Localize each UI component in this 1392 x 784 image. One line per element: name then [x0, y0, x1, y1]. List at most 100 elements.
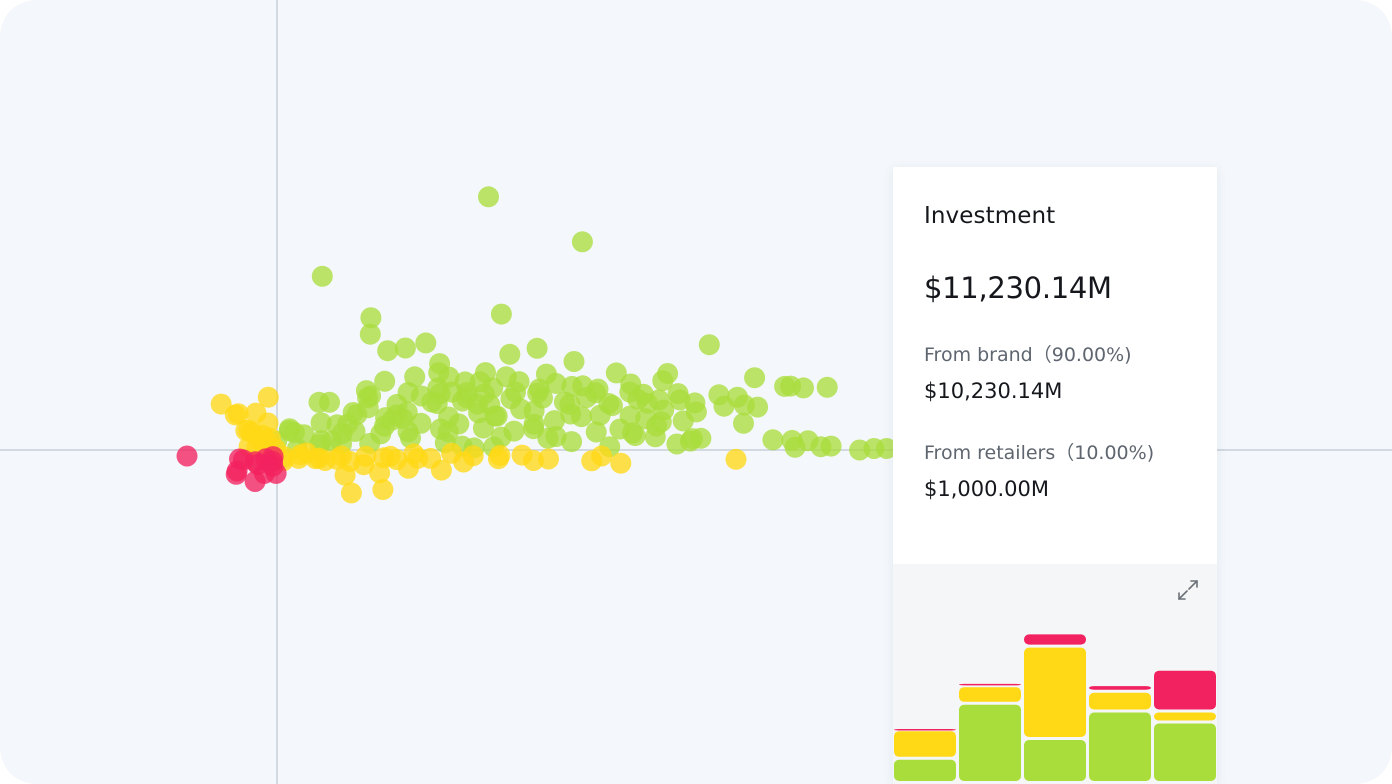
scatter-point[interactable] [619, 381, 641, 403]
scatter-point[interactable] [744, 367, 766, 389]
scatter-point[interactable] [344, 420, 366, 442]
scatter-series-2 [210, 386, 747, 504]
bar-segment-4-1 [1089, 712, 1151, 781]
scatter-point[interactable] [657, 363, 679, 384]
scatter-point[interactable] [176, 445, 198, 467]
scatter-point[interactable] [725, 448, 747, 470]
scatter-point[interactable] [346, 404, 368, 426]
scatter-point[interactable] [605, 362, 627, 384]
scatter-point[interactable] [283, 422, 305, 444]
scatter-point[interactable] [762, 429, 784, 451]
scatter-point[interactable] [437, 421, 459, 443]
scatter-point[interactable] [359, 323, 381, 345]
scatter-point[interactable] [438, 366, 460, 388]
scatter-point[interactable] [257, 386, 279, 408]
scatter-point[interactable] [370, 423, 392, 445]
scatter-point[interactable] [537, 427, 559, 449]
scatter-point[interactable] [571, 406, 592, 428]
scatter-point[interactable] [386, 393, 408, 415]
scatter-point[interactable] [486, 405, 508, 427]
scatter-point[interactable] [360, 307, 382, 329]
expand-icon[interactable] [1175, 577, 1201, 603]
scatter-point[interactable] [468, 402, 490, 424]
stacked-bar-chart [893, 564, 1217, 784]
scatter-point[interactable] [379, 445, 401, 467]
scatter-point[interactable] [876, 438, 898, 459]
scatter-point[interactable] [526, 337, 548, 359]
scatter-point[interactable] [397, 421, 419, 443]
scatter-point[interactable] [478, 186, 499, 208]
bar-segment-4-3 [1089, 686, 1151, 690]
bar-segment-3-3 [1024, 634, 1086, 645]
investment-total: $11,230.14M [924, 271, 1112, 305]
scatter-point[interactable] [331, 445, 352, 467]
scatter-point[interactable] [355, 445, 377, 467]
scatter-point[interactable] [781, 429, 803, 451]
scatter-point[interactable] [456, 387, 478, 409]
scatter-point[interactable] [532, 387, 553, 409]
scatter-point[interactable] [310, 430, 332, 452]
scatter-point[interactable] [585, 382, 607, 404]
scatter-point[interactable] [619, 405, 641, 427]
scatter-point[interactable] [310, 412, 332, 434]
scatter-point[interactable] [585, 421, 607, 443]
scatter-point[interactable] [733, 412, 754, 434]
scatter-point[interactable] [571, 231, 593, 253]
scatter-point[interactable] [713, 395, 735, 417]
scatter-point[interactable] [426, 393, 448, 414]
scatter-point[interactable] [311, 265, 333, 287]
scatter-point[interactable] [372, 479, 394, 501]
scatter-point[interactable] [816, 376, 838, 398]
scatter-point[interactable] [684, 392, 706, 414]
scatter-point[interactable] [624, 425, 646, 447]
scatter-point[interactable] [227, 403, 249, 425]
scatter-point[interactable] [357, 387, 379, 409]
scatter-point[interactable] [563, 351, 585, 372]
scatter-point[interactable] [262, 455, 284, 477]
scatter-point[interactable] [682, 428, 703, 450]
scatter-point[interactable] [407, 447, 429, 469]
scatter-point[interactable] [523, 450, 544, 471]
scatter-point[interactable] [648, 389, 670, 411]
scatter-point[interactable] [545, 372, 567, 394]
scatter-point[interactable] [610, 452, 632, 474]
card-title: Investment [924, 203, 1056, 229]
scatter-point[interactable] [499, 343, 521, 365]
scatter-point[interactable] [244, 471, 266, 492]
scatter-point[interactable] [544, 410, 565, 432]
scatter-point[interactable] [404, 366, 426, 388]
scatter-point[interactable] [319, 391, 340, 413]
scatter-point[interactable] [473, 383, 495, 405]
scatter-point[interactable] [308, 447, 330, 469]
scatter-point[interactable] [747, 396, 769, 418]
scatter-point[interactable] [225, 463, 247, 485]
scatter-point[interactable] [591, 445, 613, 467]
scatter-point[interactable] [410, 385, 432, 407]
scatter-point[interactable] [289, 444, 311, 466]
scatter-point[interactable] [490, 303, 512, 325]
scatter-point[interactable] [487, 448, 509, 470]
scatter-point[interactable] [462, 445, 484, 467]
scatter-point[interactable] [394, 337, 416, 359]
scatter-point[interactable] [244, 451, 266, 473]
scatter-point[interactable] [369, 462, 391, 484]
scatter-point[interactable] [415, 332, 437, 354]
scatter-point[interactable] [430, 459, 452, 481]
scatter-point[interactable] [698, 334, 720, 356]
scatter-point[interactable] [500, 388, 522, 410]
scatter-point[interactable] [374, 370, 396, 392]
scatter-point[interactable] [326, 414, 348, 436]
scatter-point[interactable] [495, 366, 517, 388]
scatter-point[interactable] [820, 435, 842, 457]
scatter-point[interactable] [377, 340, 399, 362]
scatter-point[interactable] [340, 482, 362, 504]
scatter-point[interactable] [523, 413, 545, 435]
scatter-point[interactable] [650, 411, 672, 433]
stacked-bar-svg [894, 634, 1216, 781]
scatter-point[interactable] [672, 410, 694, 432]
scatter-point[interactable] [334, 464, 356, 486]
scatter-series-1 [266, 186, 898, 461]
scatter-point[interactable] [774, 375, 796, 397]
